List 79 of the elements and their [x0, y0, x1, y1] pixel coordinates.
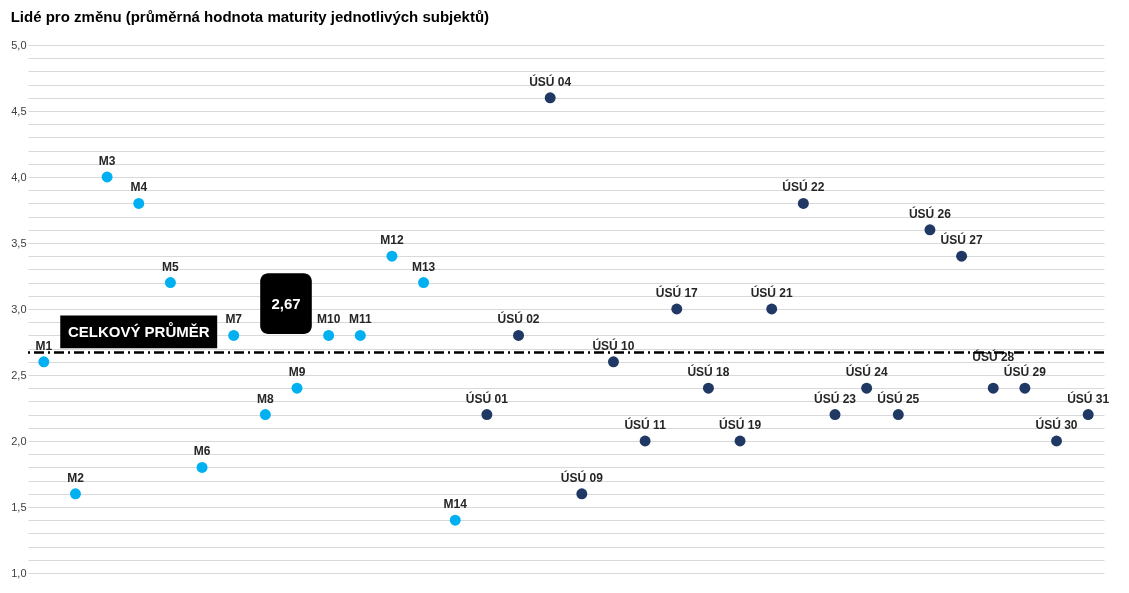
point: [386, 250, 398, 262]
x-tick-label: ÚSÚ 31: [1067, 390, 1110, 406]
point: [228, 329, 240, 341]
x-tick-label: M1: [35, 338, 53, 353]
point: [892, 409, 904, 421]
point: [291, 382, 303, 394]
x-tick-label: ÚSÚ 22: [782, 179, 825, 195]
x-tick-label: ÚSÚ 21: [750, 285, 794, 300]
point: [544, 92, 556, 104]
x-tick-label: M6: [193, 444, 211, 459]
y-tick-label: 5,0: [11, 38, 27, 51]
point: [418, 277, 430, 289]
point: [481, 409, 493, 421]
x-tick-label: M4: [130, 180, 148, 195]
x-tick-label: M11: [348, 312, 372, 327]
point: [956, 250, 968, 262]
x-tick-label: ÚSÚ 09: [560, 469, 604, 485]
point: [671, 303, 683, 315]
point: [513, 329, 525, 341]
chart-title: Lidé pro změnu (průměrná hodnota maturity jednotlivých subjektů): [10, 8, 490, 25]
point: [164, 277, 176, 289]
point: [1019, 382, 1031, 394]
x-tick-label: M2: [67, 470, 85, 485]
y-tick-label: 1,0: [11, 566, 27, 579]
point: [797, 197, 809, 209]
x-tick-label: ÚSÚ 11: [624, 417, 667, 432]
ref-line-label: CELKOVÝ PRŮMĚR: [67, 321, 210, 340]
point: [449, 514, 461, 526]
x-tick-label: ÚSÚ 18: [687, 364, 730, 380]
point: [101, 171, 113, 183]
point: [576, 488, 588, 500]
x-tick-label: M9: [288, 365, 306, 380]
x-tick-label: ÚSÚ 02: [497, 311, 540, 327]
y-tick-label: 4,5: [11, 104, 27, 117]
annotation: 2,67: [271, 294, 301, 312]
x-tick-label: M8: [257, 391, 275, 406]
point: [196, 461, 208, 473]
point: [133, 197, 145, 209]
point: [69, 488, 81, 500]
x-tick-label: ÚSÚ 23: [813, 390, 857, 406]
point: [259, 409, 271, 421]
point: [702, 382, 714, 394]
x-tick-label: ÚSÚ 10: [592, 337, 635, 353]
point: [924, 224, 936, 236]
point: [323, 329, 335, 341]
x-tick-label: M3: [98, 154, 116, 168]
y-tick-label: 2,0: [11, 434, 27, 447]
point: [38, 356, 50, 368]
point: [1051, 435, 1063, 447]
x-tick-label: ÚSÚ 30: [1035, 417, 1078, 432]
point: [354, 329, 366, 341]
x-tick-label: ÚSÚ 04: [529, 73, 572, 89]
x-tick-label: M13: [411, 259, 436, 274]
y-tick-label: 1,5: [11, 500, 27, 513]
x-tick-label: ÚSÚ 24: [845, 364, 888, 380]
x-tick-label: M10: [316, 312, 341, 327]
x-tick-label: ÚSÚ 01: [465, 390, 509, 406]
point: [734, 435, 746, 447]
y-tick-label: 3,0: [11, 302, 27, 315]
point: [987, 382, 999, 394]
x-tick-label: ÚSÚ 25: [877, 390, 920, 406]
x-tick-label: M14: [443, 497, 468, 512]
x-tick-label: ÚSÚ 29: [1003, 364, 1047, 380]
point: [639, 435, 651, 447]
point: [829, 409, 841, 421]
point: [766, 303, 778, 315]
x-tick-label: ÚSÚ 27: [940, 232, 983, 248]
y-tick-label: 4,0: [11, 170, 27, 183]
x-tick-label: M7: [225, 312, 243, 327]
x-tick-label: ÚSÚ 26: [908, 205, 952, 221]
x-tick-label: M5: [162, 259, 180, 274]
point: [607, 356, 619, 368]
y-tick-label: 3,5: [11, 236, 27, 249]
x-tick-label: M12: [380, 233, 404, 248]
point: [861, 382, 873, 394]
x-tick-label: ÚSÚ 17: [655, 285, 699, 300]
x-tick-label: ÚSÚ 19: [719, 417, 762, 432]
y-tick-label: 2,5: [11, 368, 27, 381]
point: [1082, 409, 1094, 421]
